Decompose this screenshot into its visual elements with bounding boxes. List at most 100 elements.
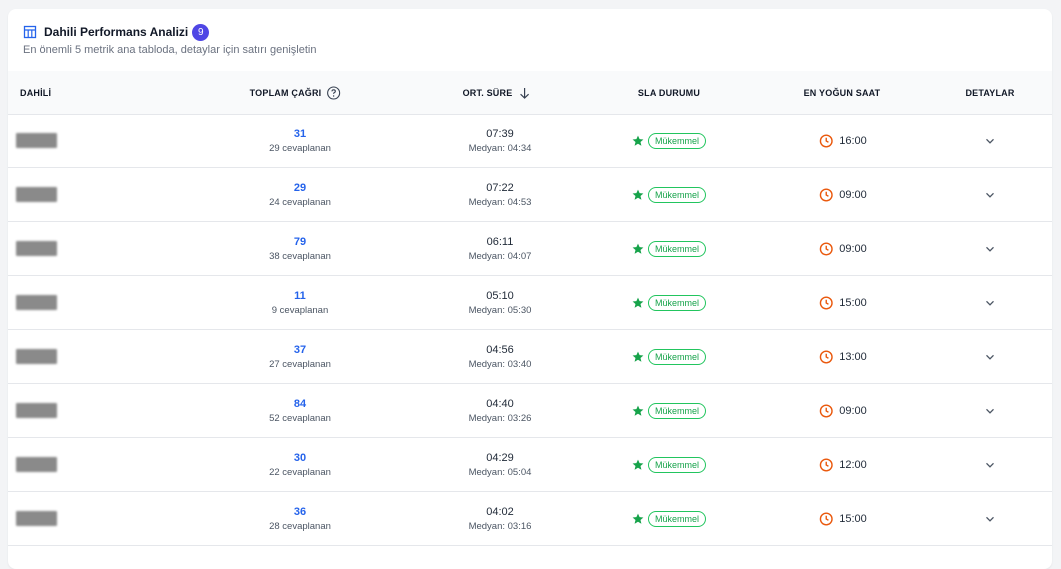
- total-calls-cell: 36 28 cevaplanan: [269, 492, 331, 545]
- help-icon[interactable]: [326, 85, 340, 100]
- total-calls-value[interactable]: 29: [293, 181, 307, 194]
- avg-duration-value: 04:56: [486, 343, 514, 356]
- extension-redacted: [16, 295, 57, 310]
- table-row[interactable]: 29 24 cevaplanan 07:22 Medyan: 04:53 Mük…: [8, 168, 1052, 222]
- table-row[interactable]: 11 9 cevaplanan 05:10 Medyan: 05:30 Müke…: [8, 276, 1052, 330]
- sla-status-badge: Mükemmel: [647, 132, 707, 149]
- sla-status-badge: Mükemmel: [647, 402, 707, 419]
- star-icon: [632, 405, 644, 416]
- title-row: Dahili Performans Analizi 9: [23, 23, 1052, 41]
- peak-hour-value: 09:00: [839, 242, 867, 255]
- column-header-extension[interactable]: DAHİLİ: [20, 71, 51, 114]
- avg-duration-value: 04:40: [486, 397, 514, 410]
- performance-card: Dahili Performans Analizi 9 En önemli 5 …: [8, 9, 1052, 569]
- extension-redacted: [16, 241, 57, 256]
- peak-hour-value: 16:00: [839, 134, 867, 147]
- duration-cell: 04:40 Medyan: 03:26: [469, 384, 532, 437]
- column-header-total-calls-label: TOPLAM ÇAĞRI: [249, 87, 322, 98]
- avg-duration-value: 07:39: [486, 127, 514, 140]
- table-row[interactable]: 30 22 cevaplanan 04:29 Medyan: 05:04 Mük…: [8, 438, 1052, 492]
- table-row[interactable]: 31 29 cevaplanan 07:39 Medyan: 04:34 Mük…: [8, 114, 1052, 168]
- sla-status-badge: Mükemmel: [647, 348, 707, 365]
- total-calls-cell: 79 38 cevaplanan: [269, 222, 331, 275]
- duration-cell: 06:11 Medyan: 04:07: [469, 222, 532, 275]
- column-header-peak-hour[interactable]: EN YOĞUN SAAT: [804, 71, 881, 114]
- chevron-down-icon[interactable]: [985, 352, 995, 362]
- table-row[interactable]: 84 52 cevaplanan 04:40 Medyan: 03:26 Mük…: [8, 384, 1052, 438]
- peak-hour-cell: 09:00: [819, 222, 867, 275]
- star-icon: [632, 513, 644, 524]
- clock-icon: [819, 349, 833, 364]
- column-header-total-calls[interactable]: TOPLAM ÇAĞRI: [250, 71, 341, 114]
- column-header-sla[interactable]: SLA DURUMU: [638, 71, 700, 114]
- total-calls-value[interactable]: 11: [294, 289, 306, 302]
- details-cell: [985, 384, 995, 437]
- clock-icon: [819, 241, 833, 256]
- star-icon: [632, 135, 644, 146]
- answered-count: 24 cevaplanan: [269, 196, 331, 208]
- total-calls-value[interactable]: 84: [293, 397, 307, 410]
- table-row[interactable]: 79 38 cevaplanan 06:11 Medyan: 04:07 Mük…: [8, 222, 1052, 276]
- extension-redacted: [16, 457, 57, 472]
- sla-cell: Mükemmel: [632, 276, 707, 329]
- peak-hour-cell: 15:00: [819, 492, 867, 545]
- clock-icon: [819, 133, 833, 148]
- page-subtitle: En önemli 5 metrik ana tabloda, detaylar…: [23, 44, 317, 56]
- details-cell: [985, 168, 995, 221]
- total-calls-cell: 84 52 cevaplanan: [269, 384, 331, 437]
- details-cell: [985, 438, 995, 491]
- clock-icon: [819, 511, 833, 526]
- total-calls-value[interactable]: 30: [293, 451, 307, 464]
- total-calls-value[interactable]: 31: [293, 127, 307, 140]
- chevron-down-icon[interactable]: [985, 190, 995, 200]
- peak-hour-value: 09:00: [839, 188, 867, 201]
- median-duration: Medyan: 03:26: [468, 412, 532, 424]
- column-header-avg-duration[interactable]: ORT. SÜRE: [463, 71, 532, 114]
- chevron-down-icon[interactable]: [985, 244, 995, 254]
- card-header: Dahili Performans Analizi 9 En önemli 5 …: [8, 9, 1052, 57]
- answered-count: 22 cevaplanan: [269, 466, 331, 478]
- table-row[interactable]: 36 28 cevaplanan 04:02 Medyan: 03:16 Mük…: [8, 492, 1052, 546]
- sla-cell: Mükemmel: [632, 384, 707, 437]
- avg-duration-value: 04:29: [486, 451, 514, 464]
- sla-cell: Mükemmel: [632, 330, 707, 383]
- sla-status-badge: Mükemmel: [647, 510, 707, 527]
- column-header-details-label: DETAYLAR: [965, 87, 1015, 98]
- total-calls-value[interactable]: 37: [293, 343, 307, 356]
- chevron-down-icon[interactable]: [985, 136, 995, 146]
- extension-redacted: [16, 133, 57, 148]
- column-header-extension-label: DAHİLİ: [20, 87, 52, 98]
- median-duration: Medyan: 05:30: [468, 304, 532, 316]
- avg-duration-value: 07:22: [486, 181, 514, 194]
- details-cell: [985, 492, 995, 545]
- peak-hour-cell: 09:00: [819, 384, 867, 437]
- duration-cell: 04:29 Medyan: 05:04: [469, 438, 532, 491]
- details-cell: [985, 276, 995, 329]
- clock-icon: [819, 457, 833, 472]
- avg-duration-value: 05:10: [486, 289, 514, 302]
- star-icon: [632, 351, 644, 362]
- total-calls-value[interactable]: 36: [293, 505, 307, 518]
- answered-count: 27 cevaplanan: [269, 358, 331, 370]
- star-icon: [632, 297, 644, 308]
- chevron-down-icon[interactable]: [985, 406, 995, 416]
- sort-desc-icon[interactable]: [517, 86, 531, 100]
- sla-cell: Mükemmel: [632, 492, 707, 545]
- answered-count: 38 cevaplanan: [269, 250, 331, 262]
- peak-hour-value: 13:00: [839, 350, 867, 363]
- page-title: Dahili Performans Analizi: [44, 25, 189, 39]
- total-calls-cell: 11 9 cevaplanan: [272, 276, 329, 329]
- peak-hour-cell: 13:00: [819, 330, 867, 383]
- table-row[interactable]: 37 27 cevaplanan 04:56 Medyan: 03:40 Mük…: [8, 330, 1052, 384]
- median-duration: Medyan: 04:53: [468, 196, 532, 208]
- table-body: 31 29 cevaplanan 07:39 Medyan: 04:34 Mük…: [8, 114, 1052, 546]
- chevron-down-icon[interactable]: [985, 298, 995, 308]
- clock-icon: [819, 295, 833, 310]
- median-duration: Medyan: 03:40: [468, 358, 532, 370]
- column-header-sla-label: SLA DURUMU: [637, 87, 701, 98]
- avg-duration-value: 04:02: [486, 505, 514, 518]
- chevron-down-icon[interactable]: [985, 514, 995, 524]
- chevron-down-icon[interactable]: [985, 460, 995, 470]
- details-cell: [985, 222, 995, 275]
- total-calls-value[interactable]: 79: [293, 235, 307, 248]
